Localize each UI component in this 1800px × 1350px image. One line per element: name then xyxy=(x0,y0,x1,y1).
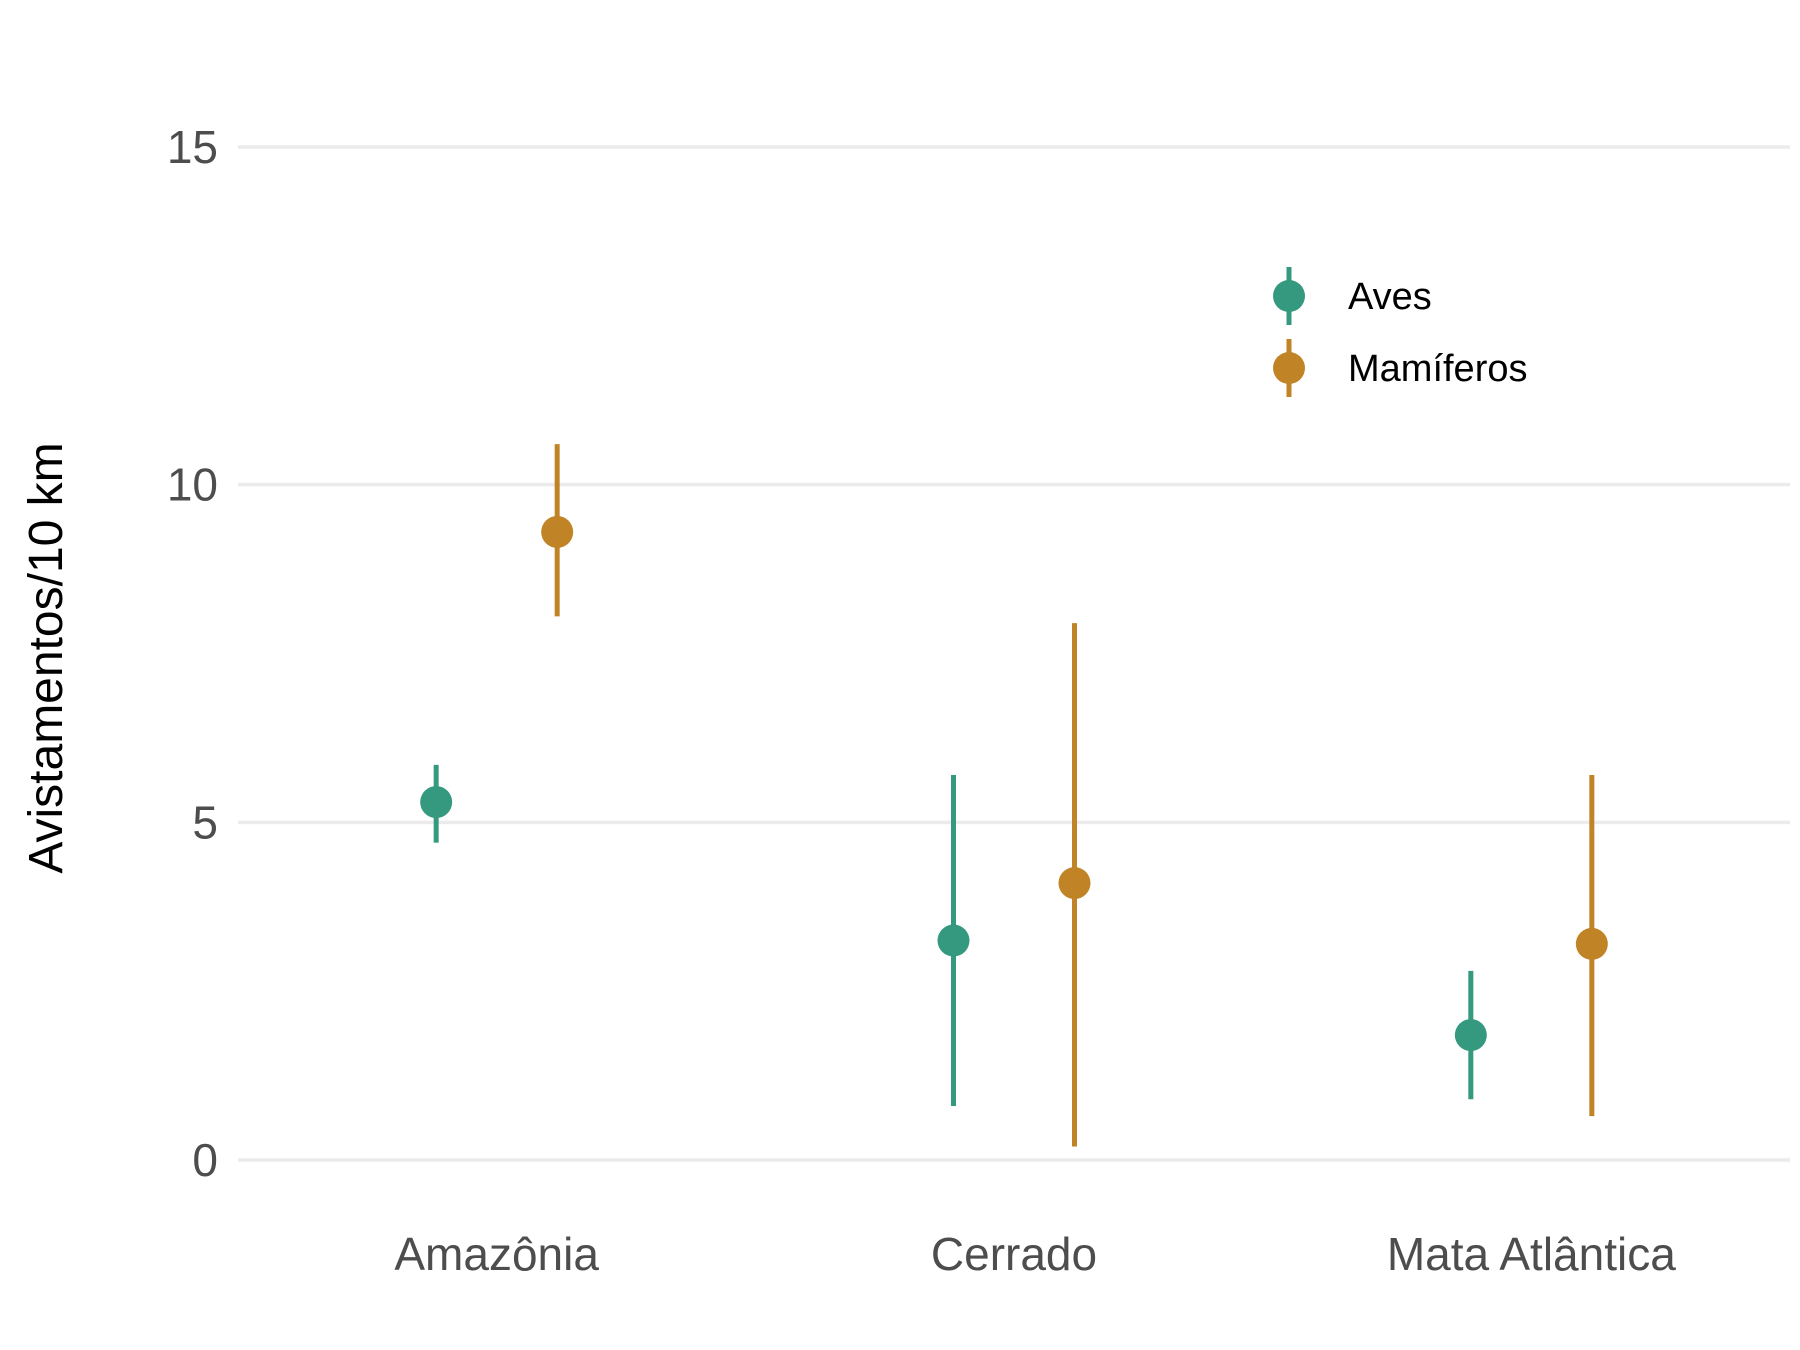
data-point xyxy=(1575,927,1608,960)
y-tick-label: 0 xyxy=(192,1134,218,1186)
data-point xyxy=(937,924,970,957)
legend-item-mamíferos: Mamíferos xyxy=(1273,339,1527,397)
data-point xyxy=(1058,867,1091,900)
legend-key-point xyxy=(1273,352,1305,384)
data-point xyxy=(1454,1019,1487,1052)
y-tick-label: 15 xyxy=(167,121,218,173)
data-point xyxy=(541,515,574,548)
data-series xyxy=(420,444,1608,1147)
legend-label: Aves xyxy=(1348,276,1432,318)
x-tick-label: Cerrado xyxy=(931,1228,1097,1280)
series-aves xyxy=(420,764,1487,1106)
y-axis-title: Avistamentos/10 km xyxy=(20,442,73,873)
legend-key-point xyxy=(1273,280,1305,312)
y-tick-label: 5 xyxy=(192,796,218,848)
x-axis-ticks: Amazônia Cerrado Mata Atlântica xyxy=(394,1228,1676,1280)
legend: Aves Mamíferos xyxy=(1273,267,1527,397)
legend-item-aves: Aves xyxy=(1273,267,1432,325)
x-tick-label: Amazônia xyxy=(394,1228,599,1280)
grid-lines xyxy=(238,145,1790,1162)
x-tick-label: Mata Atlântica xyxy=(1387,1228,1676,1280)
y-tick-label: 10 xyxy=(167,459,218,511)
data-point xyxy=(420,786,453,819)
y-axis-ticks: 0 5 10 15 xyxy=(167,121,218,1186)
series-mamíferos xyxy=(541,444,1608,1147)
legend-label: Mamíferos xyxy=(1348,348,1527,390)
